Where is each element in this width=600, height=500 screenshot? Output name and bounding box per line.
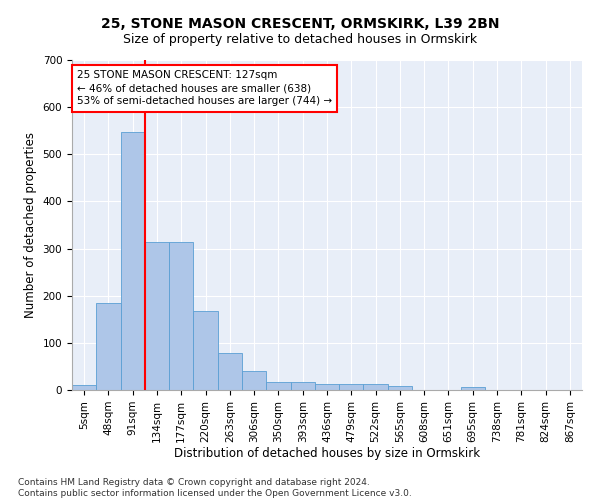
Bar	[145, 242, 169, 390]
Bar	[121, 132, 145, 390]
Bar	[96, 303, 121, 390]
Bar	[266, 382, 290, 390]
X-axis label: Distribution of detached houses by size in Ormskirk: Distribution of detached houses by size …	[174, 448, 480, 460]
Bar	[388, 386, 412, 390]
Bar	[193, 311, 218, 390]
Bar	[364, 384, 388, 390]
Bar	[315, 384, 339, 390]
Text: Contains HM Land Registry data © Crown copyright and database right 2024.
Contai: Contains HM Land Registry data © Crown c…	[18, 478, 412, 498]
Y-axis label: Number of detached properties: Number of detached properties	[24, 132, 37, 318]
Text: Size of property relative to detached houses in Ormskirk: Size of property relative to detached ho…	[123, 32, 477, 46]
Bar	[290, 382, 315, 390]
Bar	[169, 242, 193, 390]
Bar	[242, 371, 266, 390]
Text: 25 STONE MASON CRESCENT: 127sqm
← 46% of detached houses are smaller (638)
53% o: 25 STONE MASON CRESCENT: 127sqm ← 46% of…	[77, 70, 332, 106]
Text: 25, STONE MASON CRESCENT, ORMSKIRK, L39 2BN: 25, STONE MASON CRESCENT, ORMSKIRK, L39 …	[101, 18, 499, 32]
Bar	[72, 386, 96, 390]
Bar	[339, 384, 364, 390]
Bar	[218, 353, 242, 390]
Bar	[461, 386, 485, 390]
